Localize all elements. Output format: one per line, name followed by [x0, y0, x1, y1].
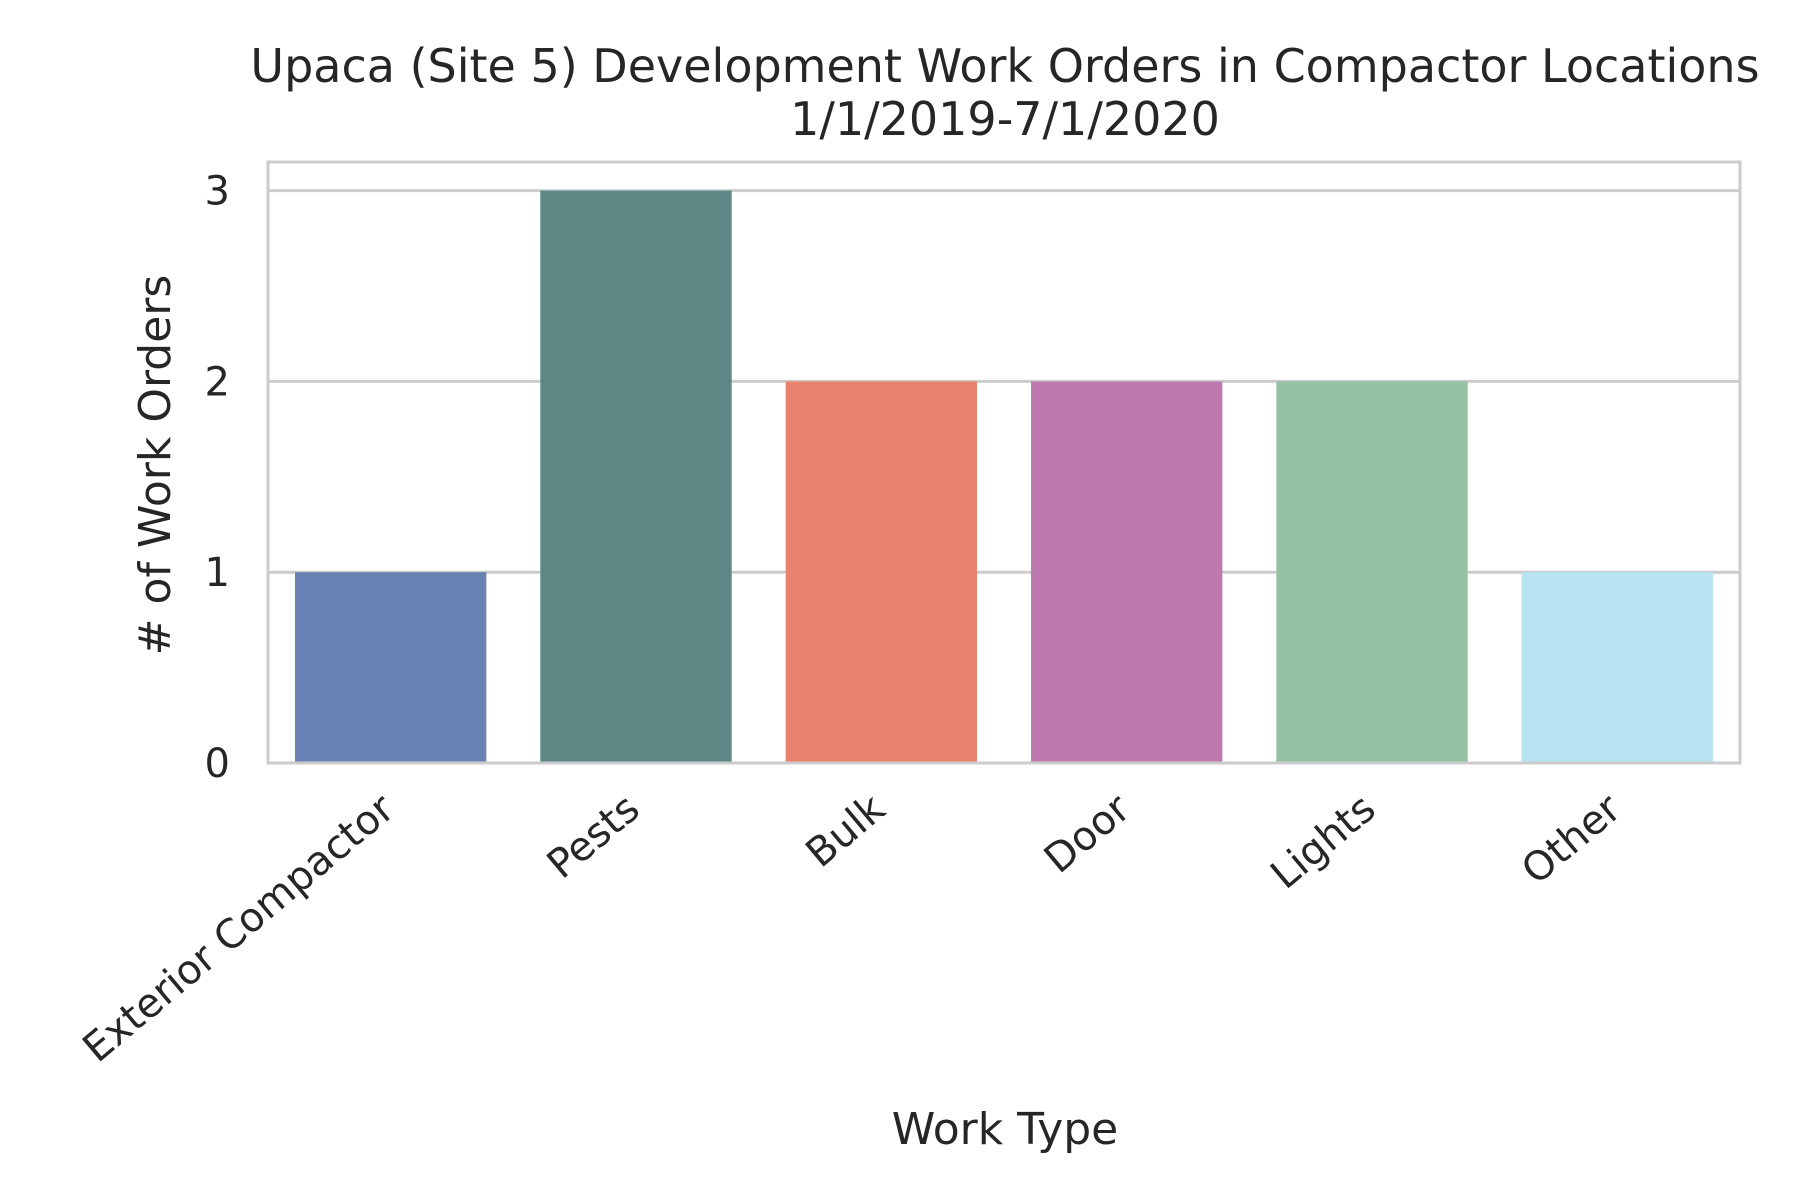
y-tick-labels: 0 1 2 3 — [205, 169, 230, 787]
bar-lights — [1276, 381, 1468, 763]
bar-exterior-compactor — [294, 572, 487, 763]
y-tick-label: 1 — [205, 550, 230, 596]
y-tick-label: 2 — [205, 359, 230, 405]
bars — [294, 190, 1714, 764]
y-tick-label: 0 — [205, 741, 230, 787]
y-axis-label: # of Work Orders — [130, 275, 181, 656]
bar-other — [1521, 572, 1714, 763]
plot-frame — [266, 160, 1742, 765]
chart-subtitle: 1/1/2019-7/1/2020 — [790, 92, 1220, 146]
y-tick-label: 3 — [205, 169, 230, 215]
bar-bulk — [785, 381, 978, 763]
chart-title: Upaca (Site 5) Development Work Orders i… — [250, 39, 1759, 93]
x-axis-label: Work Type — [892, 1104, 1118, 1155]
bar-door — [1030, 381, 1223, 763]
bar-pests — [540, 190, 732, 764]
